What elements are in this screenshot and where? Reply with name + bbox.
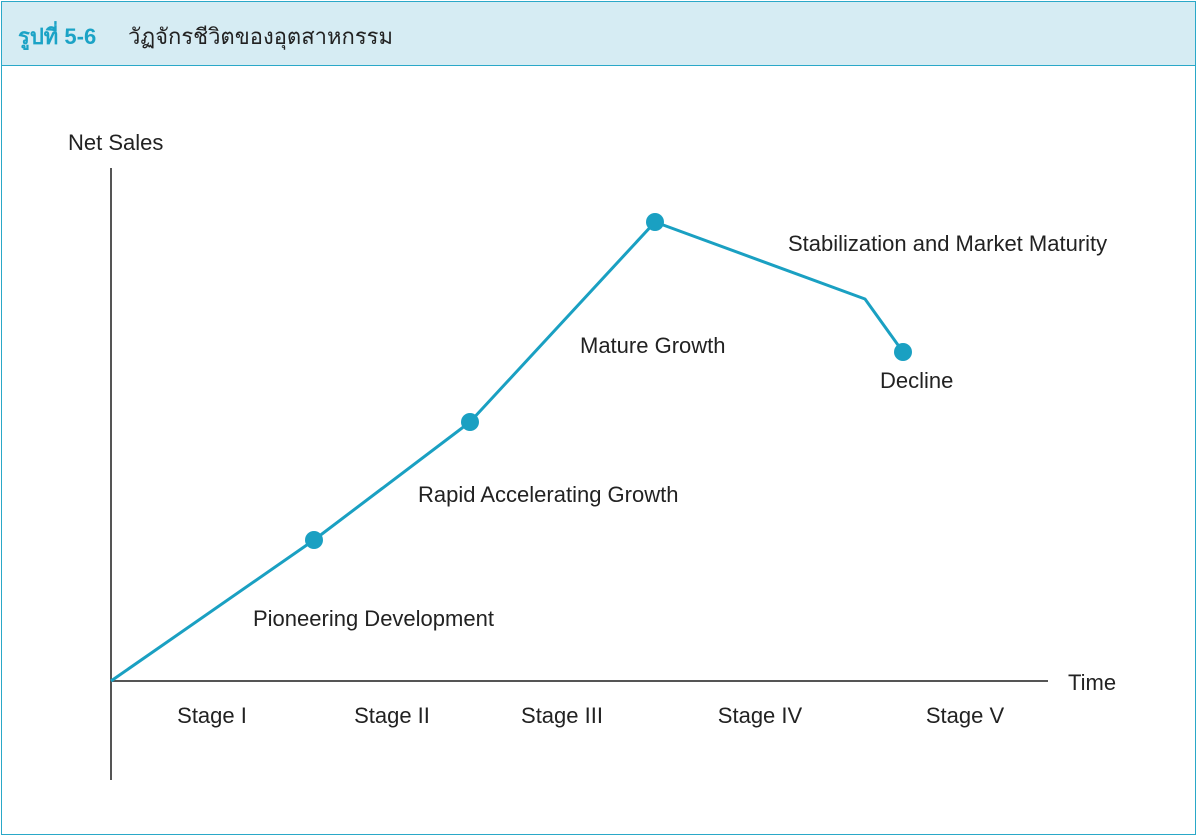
phase-label-stabilization: Stabilization and Market Maturity <box>788 231 1107 256</box>
stage-label: Stage IV <box>718 703 803 728</box>
phase-label-decline: Decline <box>880 368 953 393</box>
phase-label-mature-growth: Mature Growth <box>580 333 726 358</box>
transition-marker <box>894 343 912 361</box>
figure-header: รูปที่ 5-6 วัฏจักรชีวิตของอุตสาหกรรม <box>2 2 1195 66</box>
transition-marker <box>461 413 479 431</box>
stage-label: Stage V <box>926 703 1005 728</box>
lifecycle-curve <box>110 220 905 683</box>
figure-number: รูปที่ 5-6 <box>18 24 97 49</box>
transition-marker <box>305 531 323 549</box>
stage-label: Stage II <box>354 703 430 728</box>
phase-label-rapid-growth: Rapid Accelerating Growth <box>418 482 678 507</box>
transition-marker <box>646 213 664 231</box>
figure-title: วัฏจักรชีวิตของอุตสาหกรรม <box>128 25 393 50</box>
phase-label-pioneering: Pioneering Development <box>253 606 494 631</box>
stage-label: Stage I <box>177 703 247 728</box>
x-axis-label: Time <box>1068 670 1116 695</box>
y-axis-label: Net Sales <box>68 130 163 155</box>
stage-label: Stage III <box>521 703 603 728</box>
